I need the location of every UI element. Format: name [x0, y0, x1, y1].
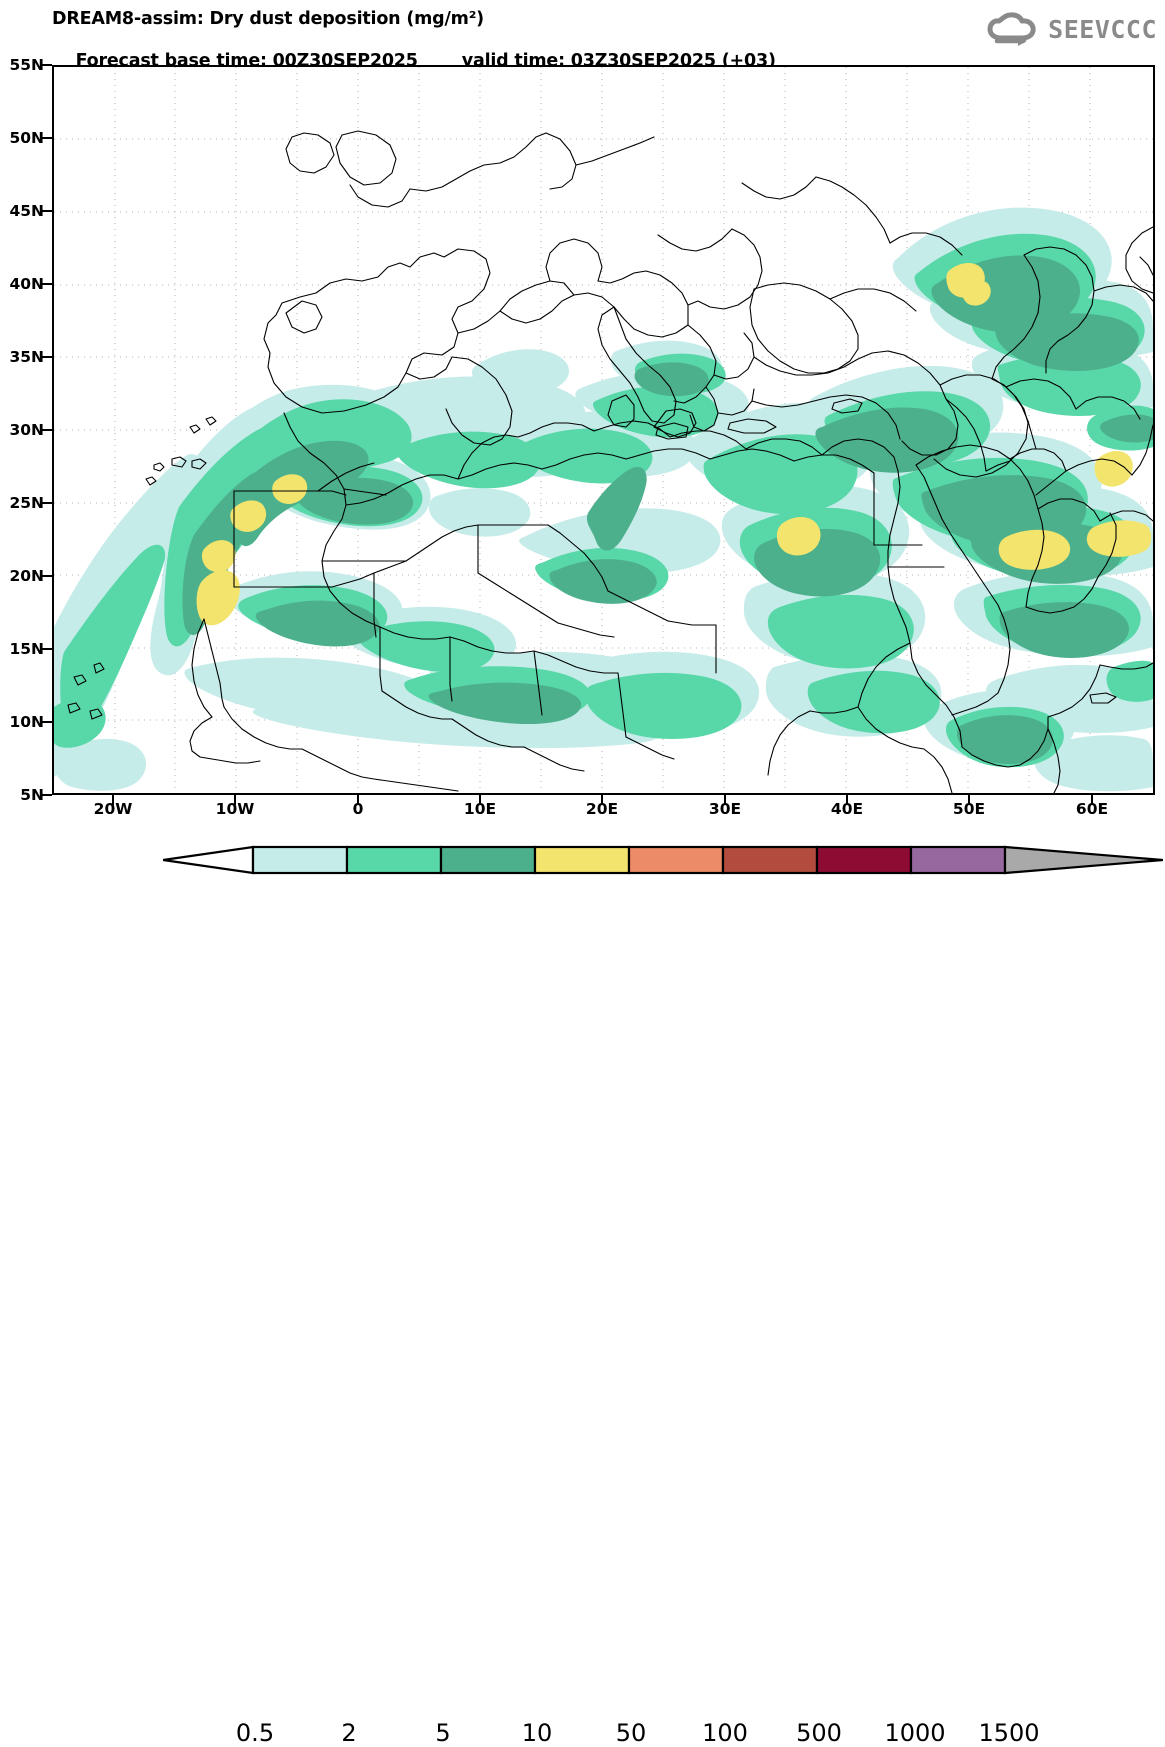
colorbar-swatch-6 — [815, 845, 913, 875]
xtick-label-20E: 20E — [585, 800, 619, 818]
xtick-label-10W: 10W — [215, 800, 255, 818]
colorbar-over-arrow — [1003, 845, 1163, 875]
colorbar-tick-0.5: 0.5 — [235, 1719, 275, 1747]
ytick-label-20N: 20N — [9, 567, 44, 585]
ytick-mark-30N — [42, 429, 52, 431]
colorbar: 0.5 2 5 10 50 100 500 1000 1500 — [163, 845, 1163, 1747]
contour-band-5-10 — [182, 255, 1153, 765]
ytick-mark-40N — [42, 283, 52, 285]
xtick-label-0: 0 — [352, 800, 364, 818]
ytick-mark-20N — [42, 575, 52, 577]
colorbar-tick-100: 100 — [702, 1719, 748, 1747]
ytick-label-50N: 50N — [9, 129, 44, 147]
map-gridlines — [54, 67, 1153, 793]
xtick-mark-50E — [968, 795, 970, 805]
colorbar-swatches — [251, 845, 1007, 875]
ytick-mark-45N — [42, 210, 52, 212]
colorbar-tick-500: 500 — [796, 1719, 842, 1747]
colorbar-tick-10: 10 — [521, 1719, 553, 1747]
header: DREAM8-assim: Dry dust deposition (mg/m²… — [0, 0, 1165, 71]
xtick-label-20W: 20W — [93, 800, 133, 818]
xtick-mark-40E — [846, 795, 848, 805]
ytick-mark-5N — [42, 794, 52, 796]
ytick-mark-15N — [42, 648, 52, 650]
ytick-label-15N: 15N — [9, 640, 44, 658]
ytick-mark-55N — [42, 64, 52, 66]
ytick-label-10N: 10N — [9, 713, 44, 731]
xtick-mark-10E — [479, 795, 481, 805]
colorbar-tick-5: 5 — [435, 1719, 451, 1747]
ytick-label-40N: 40N — [9, 275, 44, 293]
xtick-label-50E: 50E — [952, 800, 986, 818]
ytick-label-30N: 30N — [9, 421, 44, 439]
colorbar-swatch-0 — [251, 845, 349, 875]
ytick-label-45N: 45N — [9, 202, 44, 220]
colorbar-swatch-1 — [345, 845, 443, 875]
colorbar-swatch-3 — [533, 845, 631, 875]
colorbar-tick-50: 50 — [615, 1719, 647, 1747]
xtick-label-40E: 40E — [830, 800, 864, 818]
xtick-mark-10W — [234, 795, 236, 805]
ytick-mark-35N — [42, 356, 52, 358]
logo-text: SEEVCCC — [1048, 14, 1157, 44]
xtick-mark-0 — [357, 795, 359, 805]
xtick-label-60E: 60E — [1075, 800, 1109, 818]
colorbar-swatch-7 — [909, 845, 1007, 875]
xtick-mark-30E — [724, 795, 726, 805]
xtick-mark-20E — [601, 795, 603, 805]
colorbar-under-arrow — [163, 845, 255, 875]
xtick-mark-60E — [1091, 795, 1093, 805]
ytick-label-55N: 55N — [9, 56, 44, 74]
xtick-mark-20W — [112, 795, 114, 805]
colorbar-tick-1500: 1500 — [978, 1719, 1040, 1747]
ytick-label-5N: 5N — [20, 786, 44, 804]
colorbar-tick-2: 2 — [341, 1719, 357, 1747]
xtick-label-10E: 10E — [463, 800, 497, 818]
xtick-label-30E: 30E — [708, 800, 742, 818]
colorbar-tick-1000: 1000 — [884, 1719, 946, 1747]
map-coastlines — [67, 130, 1153, 793]
ytick-label-35N: 35N — [9, 348, 44, 366]
colorbar-swatch-2 — [439, 845, 537, 875]
ytick-mark-50N — [42, 137, 52, 139]
ytick-mark-10N — [42, 721, 52, 723]
ytick-mark-25N — [42, 502, 52, 504]
page-title: DREAM8-assim: Dry dust deposition (mg/m²… — [52, 9, 484, 29]
colorbar-swatch-4 — [627, 845, 725, 875]
colorbar-swatch-5 — [721, 845, 819, 875]
contour-band-10-50 — [196, 263, 1152, 626]
map-plot-area — [52, 65, 1155, 795]
ytick-label-25N: 25N — [9, 494, 44, 512]
cloud-wind-icon — [987, 12, 1036, 46]
dust-contour-field — [54, 207, 1153, 792]
dust-deposition-map — [54, 67, 1153, 793]
seevccc-logo: SEEVCCC — [985, 8, 1157, 50]
